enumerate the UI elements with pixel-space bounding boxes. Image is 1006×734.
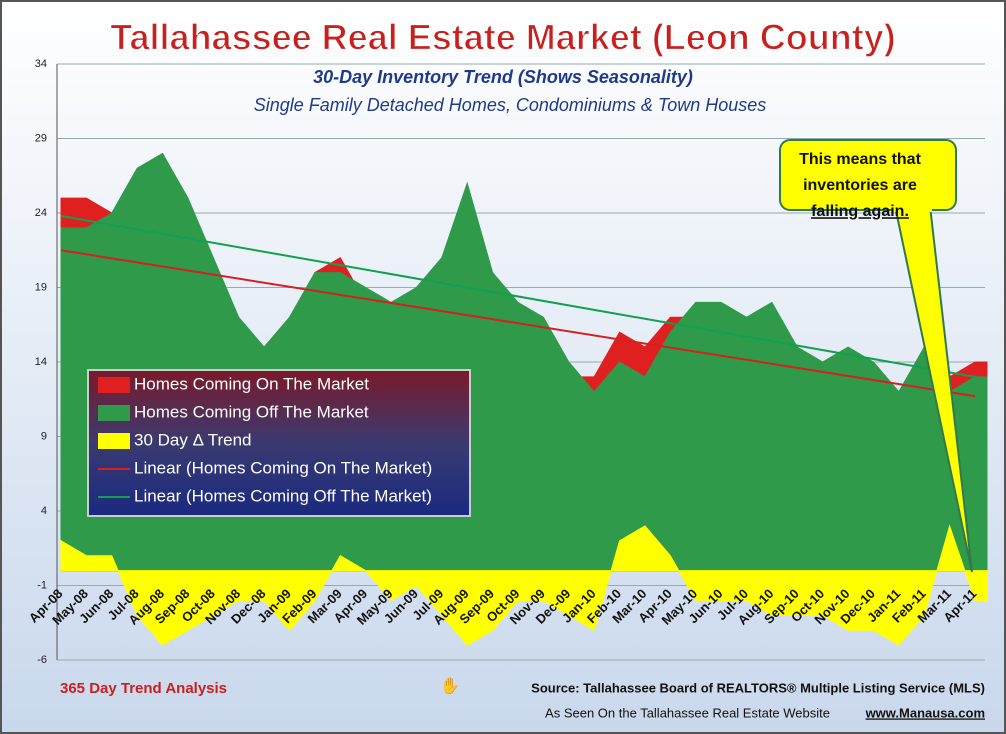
y-tick-label: 19: [35, 281, 47, 293]
legend-label: Homes Coming Off The Market: [134, 402, 369, 421]
y-tick-label: -6: [37, 654, 47, 666]
legend: Homes Coming On The Market Homes Coming O…: [87, 369, 471, 517]
trend-line: [60, 249, 976, 398]
footer-left: 365 Day Trend Analysis: [60, 680, 227, 697]
y-tick-label: -1: [37, 579, 47, 591]
subtitle: 30-Day Inventory Trend (Shows Seasonalit…: [313, 67, 693, 87]
subtitle: Single Family Detached Homes, Condominiu…: [254, 95, 767, 115]
callout-text: This means that: [799, 151, 921, 168]
legend-swatch: [98, 377, 130, 393]
area: [60, 524, 988, 646]
legend-swatch: [98, 405, 130, 421]
y-tick-label: 9: [41, 430, 47, 442]
website: As Seen On the Tallahassee Real Estate W…: [545, 705, 830, 720]
callout-box: [779, 139, 957, 211]
y-tick-label: 14: [35, 356, 47, 368]
callout-text: falling again.: [811, 203, 909, 220]
callout: This means that inventories are falling …: [779, 139, 973, 573]
y-tick-label: 24: [35, 207, 47, 219]
legend-swatch: [98, 433, 130, 449]
trend-line: [60, 214, 976, 378]
y-tick-label: 29: [35, 132, 47, 144]
url: www.Manausa.com: [865, 705, 985, 720]
legend-label: Homes Coming On The Market: [134, 374, 369, 393]
legend-box: [87, 369, 471, 517]
callout-text: inventories are: [803, 177, 917, 194]
y-tick-label: 34: [35, 58, 47, 70]
legend-label: Linear (Homes Coming Off The Market): [134, 486, 432, 505]
chart-title: Tallahassee Real Estate Market (Leon Cou…: [110, 17, 896, 58]
callout-joint: [893, 204, 932, 212]
hand-icon: ✋: [440, 676, 460, 695]
source: Source: Tallahassee Board of REALTORS® M…: [531, 680, 985, 695]
y-tick-label: 4: [41, 505, 47, 517]
legend-label: 30 Day Δ Trend: [134, 430, 252, 449]
legend-label: Linear (Homes Coming On The Market): [134, 458, 432, 477]
